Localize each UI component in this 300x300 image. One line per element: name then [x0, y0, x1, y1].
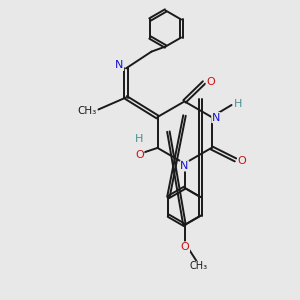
- Text: H: H: [233, 99, 242, 109]
- Text: O: O: [206, 77, 215, 87]
- Text: O: O: [135, 150, 144, 161]
- Text: N: N: [212, 112, 220, 123]
- Text: O: O: [238, 155, 247, 166]
- Text: H: H: [135, 134, 144, 144]
- Text: CH₃: CH₃: [77, 106, 97, 116]
- Text: O: O: [181, 242, 190, 252]
- Text: N: N: [115, 60, 124, 70]
- Text: CH₃: CH₃: [190, 261, 208, 272]
- Text: N: N: [180, 161, 189, 171]
